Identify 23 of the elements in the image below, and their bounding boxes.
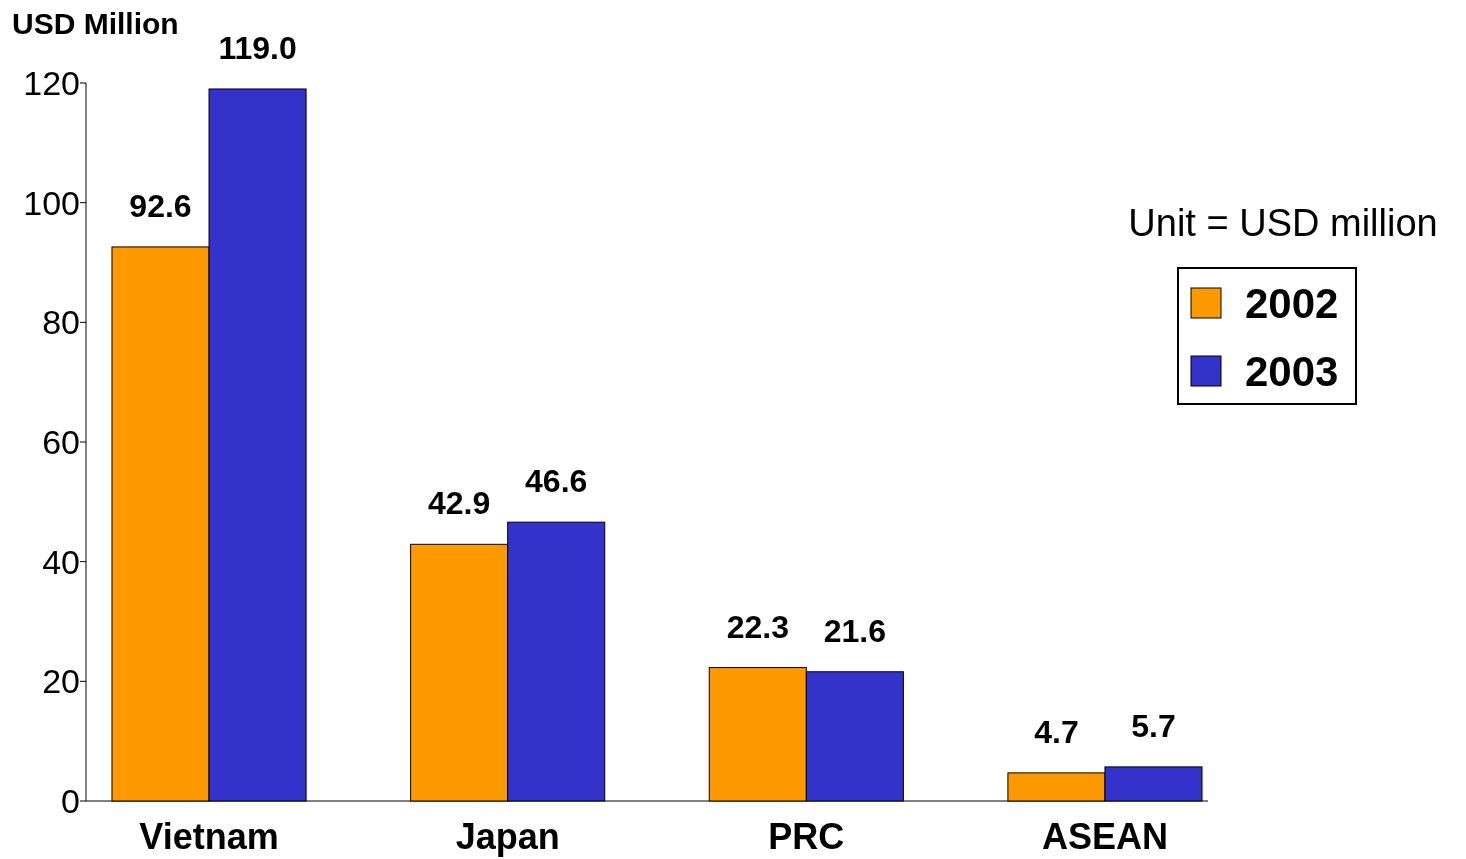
x-tick-label: Japan [455,816,560,857]
x-tick-label: Vietnam [139,816,279,857]
y-tick-label: 60 [42,422,80,461]
data-label: 22.3 [726,608,789,645]
data-label: 46.6 [525,463,588,500]
legend-label: 2003 [1245,347,1339,395]
y-tick-label: 20 [42,662,80,701]
y-axis-title: USD Million [12,7,179,40]
data-label: 42.9 [428,485,491,522]
data-label: 21.6 [823,612,886,649]
data-label: 5.7 [1131,707,1176,744]
y-tick-label: 120 [23,63,80,102]
data-label: 119.0 [218,29,297,66]
y-tick-label: 0 [61,781,80,820]
annotation: Unit = USD million [1128,202,1438,244]
y-tick-label: 100 [23,183,80,222]
data-label: 92.6 [129,187,192,224]
data-label: 4.7 [1034,713,1079,750]
legend-label: 2002 [1245,279,1339,327]
x-tick-label: ASEAN [1041,816,1168,857]
y-tick-label: 40 [42,542,80,581]
y-tick-label: 80 [42,303,80,342]
x-tick-label: PRC [768,816,845,857]
